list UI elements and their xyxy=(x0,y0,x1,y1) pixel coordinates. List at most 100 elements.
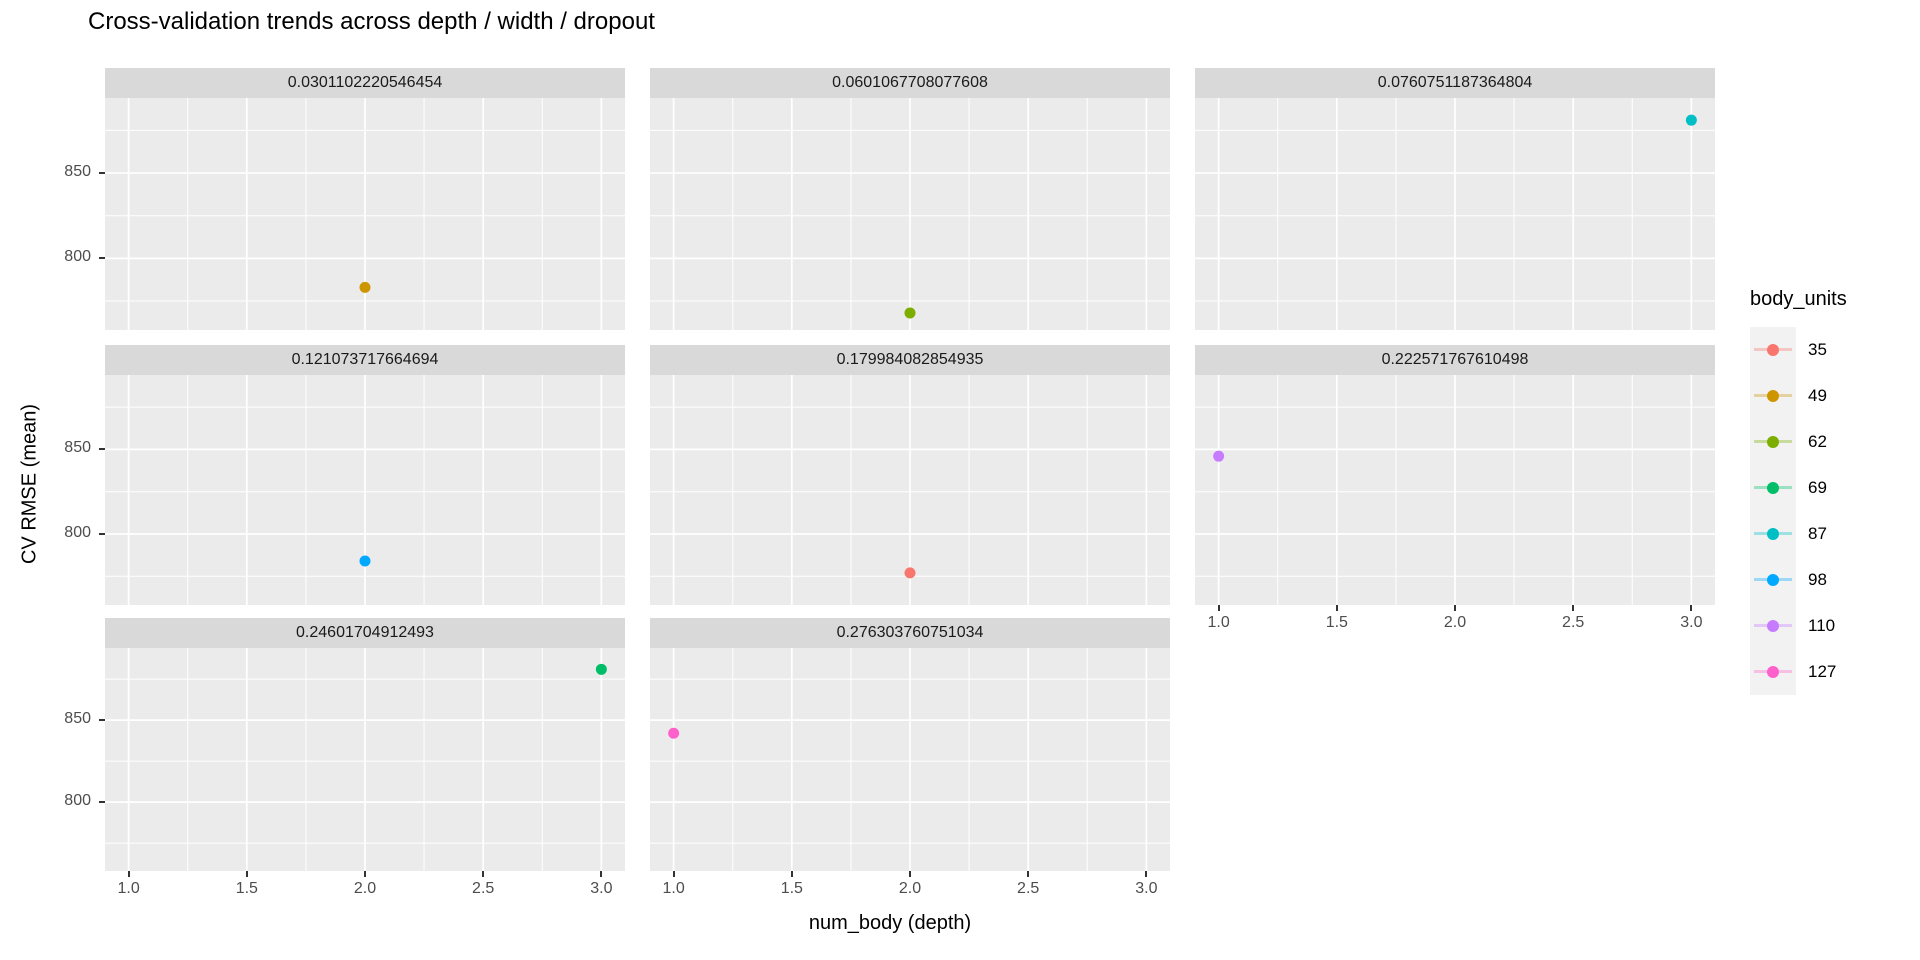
data-point xyxy=(904,307,916,319)
facet-strip-label: 0.121073717664694 xyxy=(291,351,439,368)
data-point xyxy=(595,663,607,675)
legend-key xyxy=(1750,327,1796,373)
y-tick-label: 800 xyxy=(64,523,91,541)
legend-key xyxy=(1750,465,1796,511)
facet-panel xyxy=(650,98,1170,330)
legend-key xyxy=(1750,603,1796,649)
facet-strip-label: 0.222571767610498 xyxy=(1381,351,1529,368)
chart-title: Cross-validation trends across depth / w… xyxy=(88,8,655,35)
x-tick-label: 1.5 xyxy=(1325,614,1348,631)
facet-strip-label: 0.0301102220546454 xyxy=(287,74,443,91)
x-tick-label: 1.5 xyxy=(235,880,258,897)
x-axis-title: num_body (depth) xyxy=(808,912,972,934)
facet-strip: 0.121073717664694 xyxy=(105,345,625,375)
facet-strip-label: 0.0601067708077608 xyxy=(832,74,988,91)
x-tick-mark xyxy=(1690,605,1693,611)
legend-key-point xyxy=(1767,620,1779,632)
x-tick-mark xyxy=(127,871,130,877)
legend-label: 98 xyxy=(1808,570,1827,589)
x-tick-mark xyxy=(1027,871,1030,877)
y-tick-mark xyxy=(99,172,105,175)
x-tick-mark xyxy=(1217,605,1220,611)
y-tick-mark xyxy=(99,801,105,804)
y-tick-mark xyxy=(99,257,105,260)
legend-key-point xyxy=(1767,436,1779,448)
x-tick-label: 2.5 xyxy=(1562,614,1585,631)
facet-panel xyxy=(105,98,625,330)
legend-title: body_units xyxy=(1750,288,1847,310)
x-tick-mark xyxy=(245,871,248,877)
y-tick-mark xyxy=(99,532,105,535)
y-tick-mark xyxy=(99,448,105,451)
data-point xyxy=(1213,450,1225,462)
facet-strip-label: 0.276303760751034 xyxy=(836,624,984,641)
x-tick-mark xyxy=(364,871,366,877)
x-tick-label: 2.0 xyxy=(898,880,922,897)
data-point xyxy=(904,567,916,579)
legend-key xyxy=(1750,557,1796,603)
facet-panel xyxy=(1195,98,1715,330)
facet-strip-label: 0.24601704912493 xyxy=(296,624,434,641)
data-point xyxy=(1685,114,1697,126)
x-tick-mark xyxy=(1335,605,1338,611)
facet-strip: 0.179984082854935 xyxy=(650,345,1170,375)
facet-strip: 0.0301102220546454 xyxy=(105,68,625,98)
facet-panel xyxy=(105,375,625,605)
facet-panel xyxy=(1195,375,1715,605)
x-tick-mark xyxy=(600,871,603,877)
legend-label: 35 xyxy=(1808,340,1827,359)
x-tick-label: 3.0 xyxy=(590,880,613,897)
y-tick-label: 850 xyxy=(64,163,91,181)
legend-label: 110 xyxy=(1808,616,1836,635)
y-tick-label: 850 xyxy=(64,439,91,457)
legend-label: 87 xyxy=(1808,524,1827,543)
legend-key-point xyxy=(1767,574,1779,586)
x-tick-label: 3.0 xyxy=(1680,614,1703,631)
x-tick-label: 1.0 xyxy=(117,880,140,897)
x-tick-mark xyxy=(790,871,793,877)
legend-key xyxy=(1750,511,1796,557)
legend-label: 127 xyxy=(1808,662,1837,681)
x-tick-mark xyxy=(909,871,911,877)
y-tick-mark xyxy=(99,719,105,722)
facet-strip: 0.0601067708077608 xyxy=(650,68,1170,98)
x-tick-label: 2.5 xyxy=(1017,880,1040,897)
legend-label: 49 xyxy=(1808,386,1827,405)
x-tick-label: 1.5 xyxy=(780,880,803,897)
data-point xyxy=(359,555,371,567)
facet-panel xyxy=(650,375,1170,605)
facet-panel xyxy=(650,648,1170,871)
x-tick-label: 1.0 xyxy=(662,880,685,897)
facet-strip: 0.276303760751034 xyxy=(650,618,1170,648)
facet-panel xyxy=(105,648,625,871)
legend-key-point xyxy=(1767,390,1779,402)
facet-strip-label: 0.179984082854935 xyxy=(836,351,984,368)
y-tick-label: 800 xyxy=(64,792,91,810)
x-tick-mark xyxy=(482,871,485,877)
x-tick-label: 1.0 xyxy=(1207,614,1230,631)
data-point xyxy=(359,281,371,293)
legend-key-point xyxy=(1767,666,1779,678)
legend-key-point xyxy=(1767,528,1779,540)
facet-strip: 0.222571767610498 xyxy=(1195,345,1715,375)
legend-key xyxy=(1750,649,1796,695)
x-tick-label: 2.0 xyxy=(353,880,377,897)
legend-key xyxy=(1750,419,1796,465)
legend-key-point xyxy=(1767,482,1779,494)
facet-strip: 0.24601704912493 xyxy=(105,618,625,648)
x-tick-mark xyxy=(1454,605,1456,611)
x-tick-label: 3.0 xyxy=(1135,880,1158,897)
x-tick-mark xyxy=(672,871,675,877)
x-tick-label: 2.0 xyxy=(1443,614,1467,631)
x-tick-mark xyxy=(1572,605,1575,611)
facet-strip-label: 0.0760751187364804 xyxy=(1377,74,1533,91)
legend-label: 69 xyxy=(1808,478,1827,497)
y-tick-label: 850 xyxy=(64,710,91,728)
legend-label: 62 xyxy=(1808,432,1827,451)
data-point xyxy=(668,727,680,739)
x-tick-label: 2.5 xyxy=(472,880,495,897)
y-tick-label: 800 xyxy=(64,248,91,266)
legend-key-point xyxy=(1767,344,1779,356)
x-tick-mark xyxy=(1145,871,1148,877)
